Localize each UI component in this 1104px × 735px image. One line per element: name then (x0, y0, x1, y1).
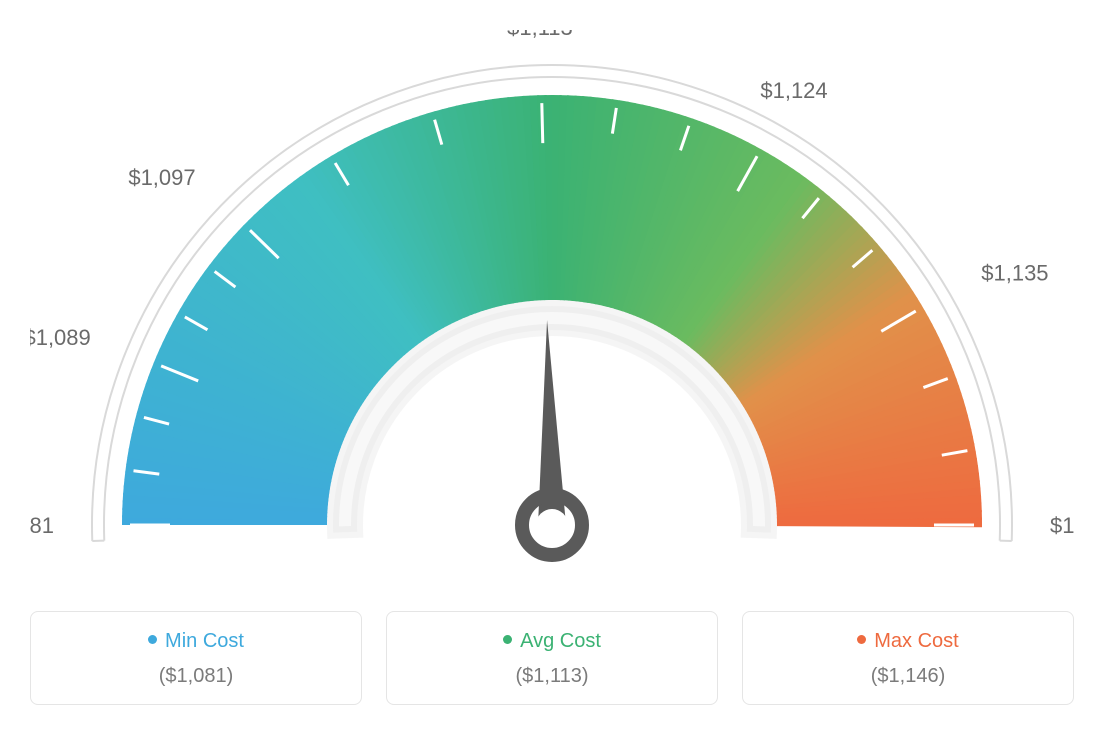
svg-text:$1,146: $1,146 (1050, 513, 1074, 538)
svg-text:$1,089: $1,089 (30, 325, 91, 350)
legend-value-max: ($1,146) (755, 665, 1061, 688)
svg-text:$1,081: $1,081 (30, 513, 54, 538)
svg-text:$1,124: $1,124 (760, 78, 827, 103)
legend-title-avg: Avg Cost (520, 630, 601, 652)
gauge-svg: $1,081 $1,089 $1,097 $1,113 $1,124 $1,135 $1,1… (30, 30, 1074, 570)
legend-card-avg: Avg Cost ($1,113) (386, 611, 718, 705)
svg-text:$1,135: $1,135 (981, 261, 1048, 286)
cost-gauge: $1,081 $1,089 $1,097 $1,113 $1,124 $1,135 $1,1… (30, 30, 1074, 575)
legend-title-min: Min Cost (165, 630, 244, 652)
legend-card-min: Min Cost ($1,081) (30, 611, 362, 705)
legend-value-min: ($1,081) (43, 665, 349, 688)
svg-text:$1,113: $1,113 (507, 30, 573, 40)
dot-icon (148, 635, 157, 644)
svg-text:$1,097: $1,097 (128, 165, 195, 190)
dot-icon (857, 635, 866, 644)
legend-row: Min Cost ($1,081) Avg Cost ($1,113) Max … (30, 611, 1074, 705)
legend-card-max: Max Cost ($1,146) (742, 611, 1074, 705)
dot-icon (503, 635, 512, 644)
legend-value-avg: ($1,113) (399, 665, 705, 688)
legend-title-max: Max Cost (874, 630, 958, 652)
